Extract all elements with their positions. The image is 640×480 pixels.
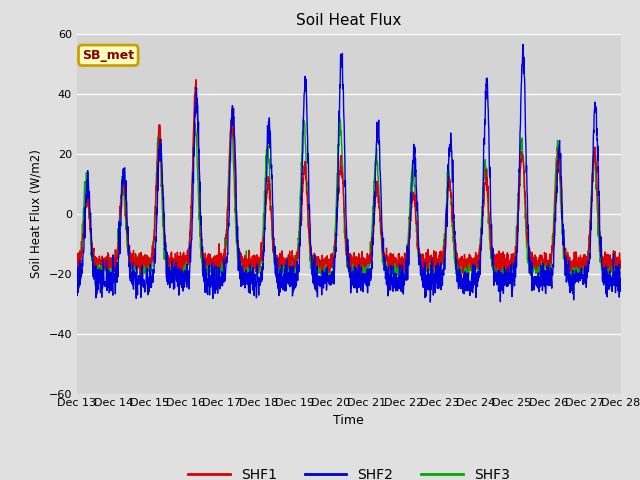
SHF3 [584,250,592,255]
SHF1 [365,257,372,263]
SHF3 [570,267,577,273]
Line: SHF1: SHF1 [77,80,621,274]
SHF2 [73,280,81,286]
SHF3 [508,262,515,267]
SHF2 [584,269,592,275]
SHF1 [73,251,81,257]
SHF1 [584,248,592,253]
Y-axis label: Soil Heat Flux (W/m2): Soil Heat Flux (W/m2) [30,149,43,278]
SHF1 [570,262,577,268]
SHF3 [617,265,625,271]
SHF3 [376,225,384,231]
SHF2 [376,168,384,174]
Line: SHF3: SHF3 [77,118,621,282]
SHF2 [617,278,625,284]
SHF1 [225,180,233,186]
Title: Soil Heat Flux: Soil Heat Flux [296,13,401,28]
SHF2 [426,299,434,305]
Line: SHF2: SHF2 [77,45,621,302]
SHF2 [365,281,372,287]
SHF3 [419,279,426,285]
SHF3 [73,256,81,262]
SHF1 [136,271,144,277]
SHF2 [519,42,527,48]
SHF1 [617,258,625,264]
SHF2 [507,276,515,281]
SHF1 [508,261,515,266]
SHF2 [570,267,577,273]
SHF3 [365,257,372,263]
SHF2 [225,220,232,226]
SHF1 [192,77,200,83]
SHF3 [336,115,344,120]
SHF1 [377,215,385,221]
Legend: SHF1, SHF2, SHF3: SHF1, SHF2, SHF3 [182,462,515,480]
SHF3 [225,178,232,184]
X-axis label: Time: Time [333,414,364,427]
Text: SB_met: SB_met [82,49,134,62]
